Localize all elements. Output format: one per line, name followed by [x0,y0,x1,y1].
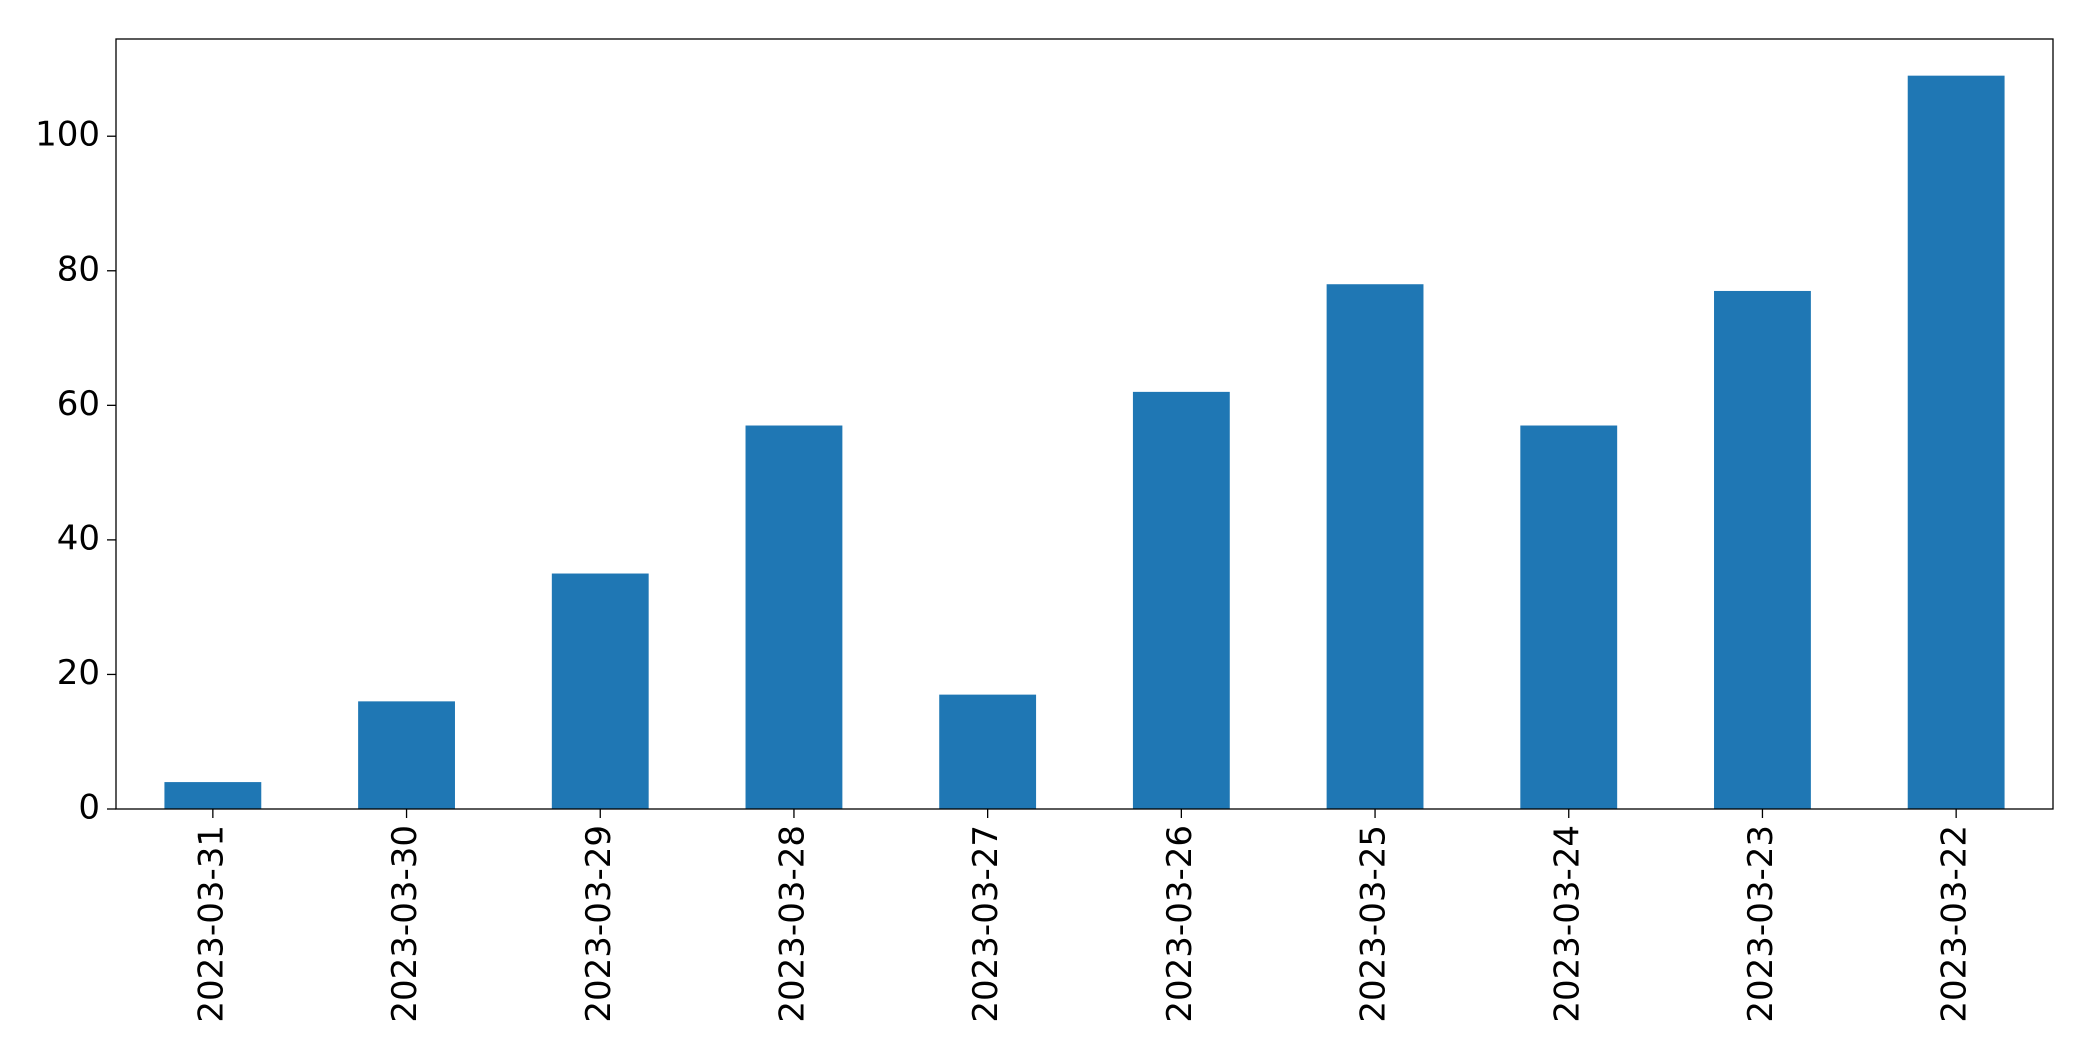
x-tick-label: 2023-03-26 [1160,825,1200,1023]
bar [939,694,1037,809]
x-tick-label: 2023-03-31 [191,825,231,1023]
bar [1132,391,1230,809]
x-tick-label: 2023-03-30 [385,825,425,1023]
y-tick-label: 0 [78,788,100,828]
x-tick-label: 2023-03-28 [772,825,812,1023]
x-tick-label: 2023-03-27 [966,825,1006,1023]
x-tick-label: 2023-03-23 [1741,825,1781,1023]
y-tick-label: 20 [57,653,100,693]
y-tick-label: 100 [35,115,100,155]
axes-frame [115,38,2054,810]
y-tick-label: 40 [57,518,100,558]
bar [551,573,649,809]
bar [745,425,843,809]
y-tick-label: 80 [57,249,100,289]
x-tick-label: 2023-03-24 [1547,825,1587,1023]
x-tick-label: 2023-03-25 [1354,825,1394,1023]
bar [358,701,455,809]
y-tick-label: 60 [57,384,100,424]
bar [1714,290,1811,810]
x-tick-label: 2023-03-29 [579,825,619,1023]
bar [1326,284,1424,809]
x-tick-label: 2023-03-22 [1935,825,1975,1023]
bar [1520,425,1618,809]
bar [1907,75,2005,809]
bar [164,782,262,809]
